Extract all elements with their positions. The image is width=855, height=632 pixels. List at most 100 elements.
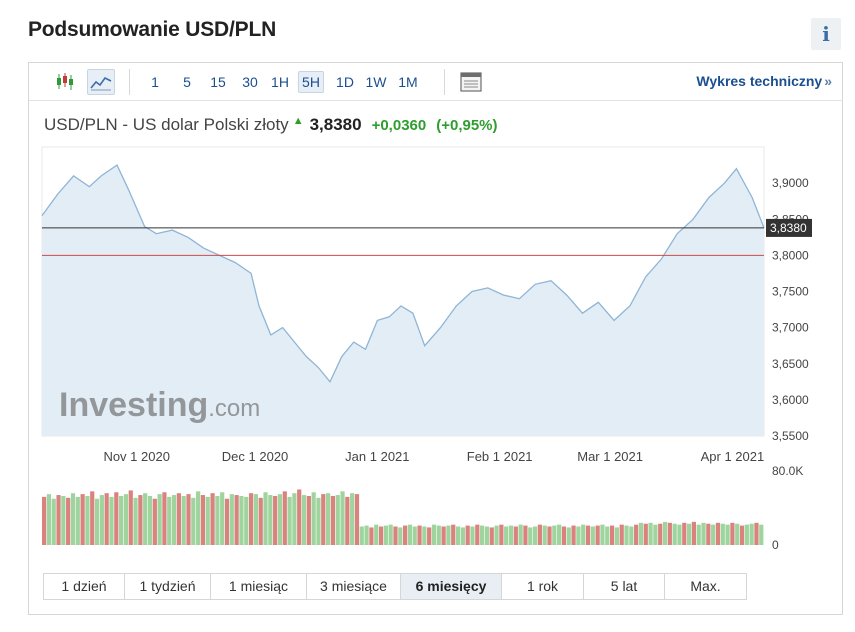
volume-bar bbox=[585, 525, 591, 545]
volume-bar bbox=[287, 496, 292, 545]
volume-bar bbox=[378, 526, 384, 545]
volume-bar bbox=[436, 525, 441, 545]
volume-bar bbox=[133, 497, 138, 545]
volume-bar bbox=[244, 496, 249, 545]
volume-bar bbox=[581, 524, 586, 545]
volume-bar bbox=[682, 522, 687, 545]
volume-bar bbox=[335, 495, 340, 545]
timeframe-1d-button[interactable]: 1D bbox=[336, 74, 354, 90]
volume-bar bbox=[441, 526, 446, 545]
y-tick-label: 3,6500 bbox=[772, 357, 809, 371]
table-view-icon[interactable] bbox=[457, 69, 485, 95]
volume-bar bbox=[70, 493, 76, 545]
volume-bar bbox=[484, 526, 490, 545]
volume-bar bbox=[561, 526, 567, 545]
info-button[interactable]: i bbox=[811, 18, 841, 50]
volume-bar bbox=[508, 525, 514, 545]
volume-bar bbox=[94, 498, 100, 545]
y-tick-label: 3,6000 bbox=[772, 393, 809, 407]
page-title: Podsumowanie USD/PLN bbox=[28, 18, 277, 41]
volume-bar bbox=[504, 526, 509, 545]
current-price-badge bbox=[766, 218, 812, 237]
volume-bar bbox=[667, 522, 672, 545]
period-button[interactable]: 6 miesięcy bbox=[401, 574, 502, 599]
volume-bar bbox=[749, 523, 754, 545]
volume-bar bbox=[557, 524, 562, 545]
volume-bar bbox=[470, 526, 475, 545]
area-chart-icon[interactable] bbox=[87, 69, 115, 95]
volume-bar bbox=[239, 495, 244, 545]
price-chart[interactable]: Investing.com3,90003,85003,80003,75003,7… bbox=[29, 143, 842, 553]
timeframe-30-button[interactable]: 30 bbox=[242, 74, 258, 90]
timeframe-1h-button[interactable]: 1H bbox=[271, 74, 289, 90]
technical-chart-label: Wykres techniczny bbox=[696, 73, 823, 89]
up-arrow-icon: ▲ bbox=[292, 115, 304, 127]
volume-bar bbox=[364, 525, 369, 545]
investing-watermark-suffix: .com bbox=[208, 395, 260, 422]
y-tick-label: 3,5500 bbox=[772, 429, 809, 443]
period-button[interactable]: 1 dzień bbox=[44, 574, 125, 599]
volume-bar bbox=[311, 492, 316, 545]
volume-bar bbox=[167, 496, 172, 545]
volume-tick-label: 0 bbox=[772, 538, 779, 552]
volume-bar bbox=[301, 495, 307, 545]
volume-bar bbox=[451, 524, 456, 545]
volume-bar bbox=[725, 524, 730, 545]
volume-bar bbox=[119, 495, 124, 545]
volume-bar bbox=[677, 524, 682, 545]
volume-bar bbox=[691, 521, 697, 546]
info-icon: i bbox=[822, 22, 830, 46]
timeframe-1-button[interactable]: 1 bbox=[151, 74, 159, 90]
volume-bar bbox=[730, 522, 735, 545]
volume-bar bbox=[191, 497, 196, 545]
x-tick-label: Jan 1 2021 bbox=[345, 449, 409, 464]
volume-bar bbox=[600, 524, 605, 545]
volume-bar bbox=[706, 523, 711, 545]
volume-tick-label: 80.0K bbox=[772, 464, 803, 478]
price-line bbox=[41, 164, 765, 384]
volume-bar bbox=[316, 497, 321, 545]
volume-bar bbox=[465, 525, 470, 545]
technical-chart-link[interactable]: Wykres techniczny» bbox=[696, 73, 832, 89]
volume-bar bbox=[138, 495, 143, 545]
timeframe-1w-button[interactable]: 1W bbox=[365, 74, 387, 90]
volume-bar bbox=[595, 525, 600, 545]
period-button[interactable]: 1 rok bbox=[502, 574, 584, 599]
x-tick-label: Feb 1 2021 bbox=[467, 449, 533, 464]
volume-bar bbox=[200, 495, 206, 545]
volume-bar bbox=[282, 491, 287, 545]
period-button[interactable]: 1 miesiąc bbox=[211, 574, 307, 599]
candlestick-chart-icon[interactable] bbox=[51, 69, 79, 95]
volume-bar bbox=[234, 495, 239, 545]
volume-bar bbox=[754, 522, 759, 545]
period-button[interactable]: 3 miesiące bbox=[307, 574, 401, 599]
volume-bar bbox=[325, 493, 331, 545]
period-button[interactable]: 1 tydzień bbox=[125, 574, 211, 599]
volume-bar bbox=[460, 527, 465, 545]
volume-bar bbox=[321, 494, 326, 546]
volume-bar bbox=[417, 525, 422, 545]
period-button[interactable]: Max. bbox=[690, 578, 721, 594]
volume-bar bbox=[90, 491, 95, 545]
period-button[interactable]: 5 lat bbox=[584, 574, 665, 599]
volume-bar bbox=[340, 491, 345, 545]
volume-bar bbox=[542, 525, 547, 545]
volume-bar bbox=[398, 527, 403, 545]
volume-bar bbox=[330, 495, 336, 545]
volume-bar bbox=[277, 494, 283, 546]
timeframe-5-button[interactable]: 5 bbox=[183, 74, 191, 90]
volume-bar bbox=[345, 496, 350, 545]
volume-bar bbox=[475, 524, 480, 545]
timeframe-15-button[interactable]: 15 bbox=[210, 74, 226, 90]
volume-bar bbox=[162, 492, 167, 545]
volume-bar bbox=[609, 525, 615, 545]
volume-bar bbox=[427, 527, 432, 545]
timeframe-1m-button[interactable]: 1M bbox=[398, 74, 418, 90]
volume-bar bbox=[297, 489, 302, 545]
toolbar-divider bbox=[444, 69, 445, 95]
volume-bar bbox=[658, 523, 663, 545]
volume-bar bbox=[186, 494, 191, 546]
timeframe-5h-button[interactable]: 5H bbox=[298, 71, 324, 93]
volume-bar bbox=[422, 526, 427, 545]
volume-bar bbox=[128, 490, 133, 546]
